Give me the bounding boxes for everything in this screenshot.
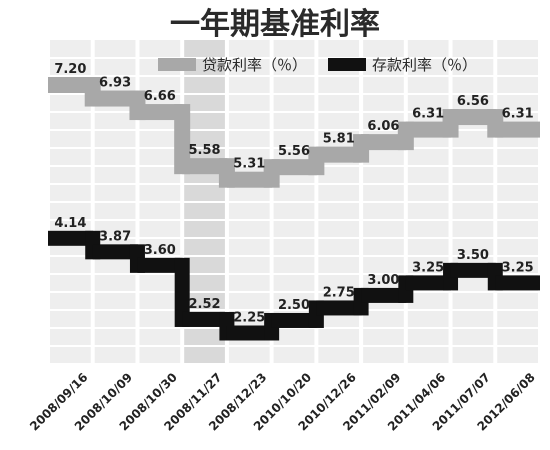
- value-label: 4.14: [54, 216, 86, 231]
- legend-swatch-deposit: [328, 58, 366, 71]
- value-label: 6.56: [457, 94, 489, 109]
- legend: 贷款利率（％） 存款利率（％）: [158, 56, 477, 74]
- step-segment: [226, 325, 273, 341]
- value-label: 3.87: [99, 229, 131, 244]
- value-label: 6.06: [367, 119, 399, 134]
- step-segment: [450, 109, 496, 126]
- value-labels: 7.20 6.93 6.66 5.58 5.31 5.56 5.81 6.06 6.31 6.56…: [54, 62, 533, 326]
- value-label: 2.52: [189, 297, 221, 312]
- series-layer: [48, 77, 540, 341]
- value-label: 2.50: [278, 298, 310, 313]
- step-segment: [495, 275, 540, 291]
- legend-label-loan: 贷款利率（％）: [202, 56, 307, 74]
- step-segment: [92, 90, 138, 107]
- step-segment: [92, 244, 138, 260]
- value-label: 5.31: [233, 157, 265, 172]
- value-label: 6.31: [412, 107, 444, 122]
- legend-swatch-loan: [158, 58, 196, 71]
- value-label: 3.50: [457, 248, 489, 263]
- step-segment: [48, 77, 94, 93]
- step-segment: [182, 158, 228, 175]
- step-segment: [361, 287, 407, 303]
- step-segment: [405, 275, 452, 291]
- value-label: 6.66: [144, 89, 176, 104]
- step-segment: [137, 104, 183, 121]
- value-label: 6.93: [99, 76, 131, 91]
- value-label: 5.56: [278, 144, 310, 159]
- step-segment: [137, 257, 183, 273]
- step-segment: [226, 171, 273, 188]
- step-segment: [48, 230, 94, 246]
- chart-title: 一年期基准利率: [170, 7, 380, 42]
- step-segment: [495, 121, 540, 138]
- value-label: 5.58: [189, 143, 221, 158]
- value-label: 6.31: [502, 107, 534, 122]
- step-segment: [271, 312, 317, 328]
- legend-label-deposit: 存款利率（％）: [372, 56, 477, 74]
- step-segment: [405, 121, 452, 138]
- value-label: 2.75: [323, 285, 355, 300]
- step-segment: [316, 146, 362, 163]
- value-label: 3.25: [412, 260, 444, 275]
- step-segment: [361, 134, 407, 151]
- step-segment: [450, 262, 496, 278]
- value-label: 7.20: [54, 62, 86, 77]
- step-segment: [182, 311, 228, 327]
- step-segment: [316, 300, 362, 316]
- step-riser: [174, 257, 190, 327]
- value-label: 3.60: [144, 243, 176, 258]
- value-label: 3.25: [502, 260, 534, 275]
- value-label: 2.25: [233, 311, 265, 326]
- x-axis-ticks: 2008/09/162008/10/092008/10/302008/11/27…: [27, 370, 538, 433]
- value-label: 3.00: [367, 273, 399, 288]
- value-label: 5.81: [323, 132, 355, 147]
- step-riser: [174, 104, 191, 175]
- step-segment: [271, 159, 317, 176]
